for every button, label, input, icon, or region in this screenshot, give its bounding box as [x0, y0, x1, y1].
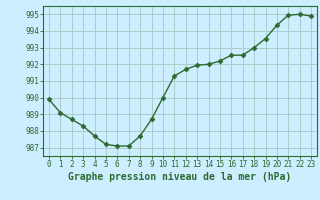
X-axis label: Graphe pression niveau de la mer (hPa): Graphe pression niveau de la mer (hPa)	[68, 172, 292, 182]
